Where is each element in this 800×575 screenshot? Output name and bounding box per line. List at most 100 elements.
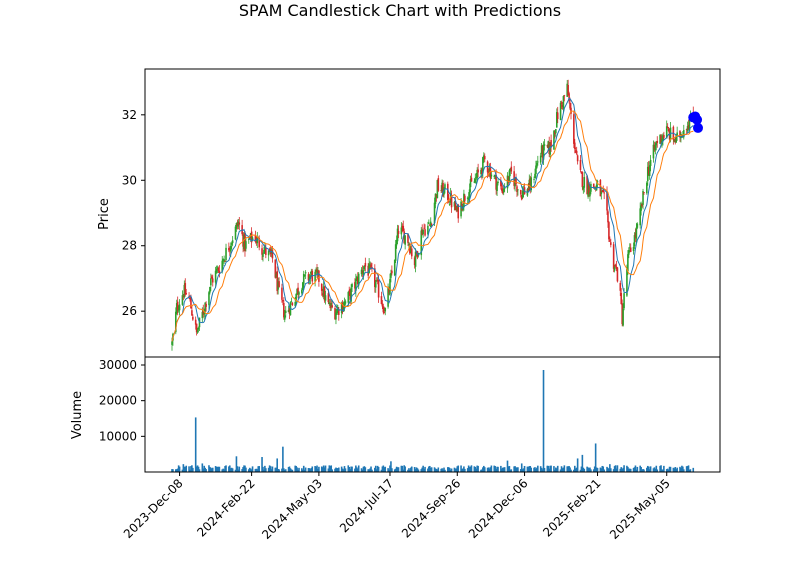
volume-bar	[208, 465, 210, 472]
candle-body	[314, 271, 316, 282]
volume-bar	[514, 466, 516, 472]
candle-body	[444, 184, 446, 190]
candle-body	[463, 193, 465, 208]
volume-bar	[629, 468, 632, 472]
candle-body	[560, 102, 563, 104]
candle-body	[628, 247, 631, 249]
volume-bar	[234, 469, 237, 472]
candle-body	[626, 268, 628, 296]
volume-bar	[646, 467, 648, 472]
candle-body	[496, 183, 498, 191]
candle-body	[622, 309, 624, 326]
volume-bar	[351, 466, 353, 472]
volume-bar	[334, 468, 336, 472]
volume-bar	[223, 469, 225, 472]
candle-body	[330, 303, 333, 307]
volume-bar	[620, 467, 623, 472]
volume-bar	[269, 466, 272, 472]
volume-bar	[523, 465, 526, 472]
candle-body	[361, 270, 364, 274]
volume-bar	[197, 466, 200, 472]
volume-bar	[463, 466, 465, 472]
volume-bar	[255, 468, 258, 472]
candle-body	[334, 308, 336, 320]
volume-bar	[688, 469, 691, 472]
candle-body	[519, 189, 522, 195]
volume-bar	[589, 467, 591, 472]
candle-body	[686, 126, 689, 132]
candle-body	[342, 306, 345, 311]
candle-body	[573, 142, 576, 149]
volume-bar	[297, 469, 299, 472]
candle-body	[338, 308, 340, 315]
volume-bar	[376, 465, 379, 472]
candle-body	[661, 138, 663, 145]
volume-bar	[404, 466, 406, 472]
volume-bar	[457, 465, 460, 472]
volume-bar	[550, 465, 552, 472]
candle-body	[549, 142, 551, 155]
candle-body	[369, 265, 371, 267]
volume-bar	[324, 465, 327, 472]
candle-body	[483, 155, 485, 160]
volume-bar	[340, 466, 343, 472]
volume-bar	[606, 466, 608, 472]
candle-body	[218, 270, 221, 274]
volume-bar	[267, 467, 270, 472]
volume-bar	[661, 469, 663, 472]
candle-body	[181, 295, 184, 305]
volume-bar	[191, 465, 193, 472]
candle-body	[563, 95, 566, 97]
volume-panel	[171, 369, 695, 472]
candle-body	[208, 292, 210, 306]
volume-bar	[183, 466, 186, 472]
candle-body	[640, 205, 642, 211]
volume-bar	[641, 469, 643, 472]
candle-body	[467, 197, 470, 200]
volume-bar	[329, 466, 332, 472]
candle-body	[442, 183, 444, 197]
candle-body	[176, 301, 179, 311]
candle-body	[310, 270, 313, 274]
candle-body	[466, 197, 469, 199]
volume-bar	[460, 465, 462, 472]
volume-bar	[182, 464, 185, 472]
candle-body	[295, 293, 297, 300]
candle-body	[389, 279, 391, 295]
volume-bar	[361, 469, 364, 472]
volume-bar	[362, 466, 365, 472]
candle-body	[540, 145, 543, 155]
volume-bar	[628, 468, 630, 472]
volume-bar	[307, 468, 310, 472]
volume-bar	[337, 468, 339, 472]
volume-bar	[464, 468, 466, 472]
candle-body	[376, 279, 379, 282]
volume-bar	[501, 467, 504, 472]
volume-bar	[277, 468, 279, 472]
volume-bar	[330, 465, 333, 472]
candle-body	[274, 259, 277, 278]
candle-body	[592, 183, 595, 188]
candle-body	[662, 135, 664, 141]
volume-bar	[674, 467, 677, 472]
x-tick-label: 2024-Dec-06	[466, 476, 531, 541]
volume-bar	[368, 469, 370, 472]
volume-bar	[428, 466, 430, 472]
candle-body	[277, 281, 279, 290]
volume-bar	[189, 469, 191, 472]
volume-bar	[462, 468, 464, 472]
candle-body	[281, 287, 283, 300]
volume-bar	[237, 469, 240, 472]
candle-body	[679, 130, 681, 138]
volume-bar	[270, 469, 273, 472]
volume-bar	[380, 469, 383, 472]
volume-bar	[204, 467, 206, 472]
volume-bar	[308, 468, 311, 472]
candle-body	[612, 244, 615, 269]
candle-body	[356, 277, 359, 285]
candle-body	[308, 276, 311, 281]
volume-bar	[595, 467, 598, 472]
volume-bar	[501, 468, 503, 472]
volume-bar	[635, 469, 638, 472]
candle-body	[517, 189, 519, 191]
